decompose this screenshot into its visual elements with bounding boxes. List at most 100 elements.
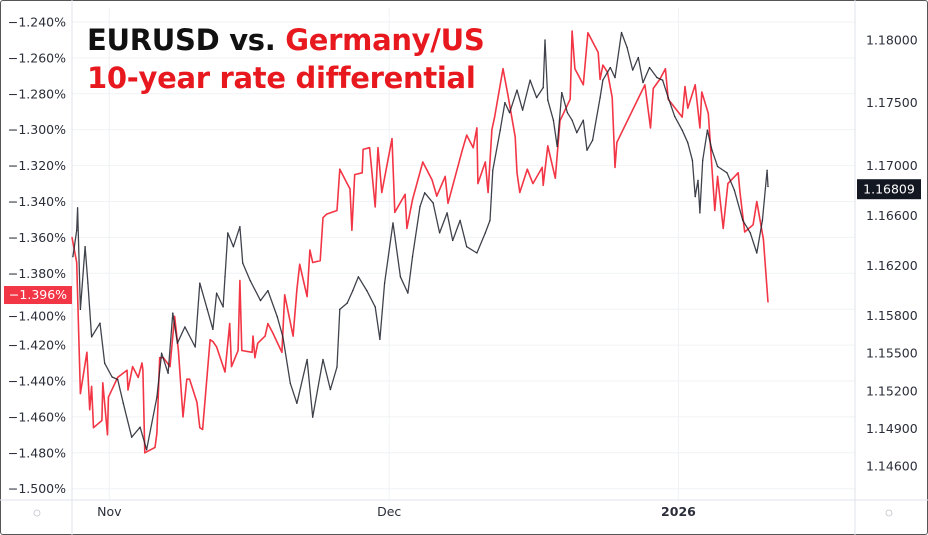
differential-point <box>587 32 589 34</box>
eurusd-point <box>717 165 719 168</box>
eurusd-point <box>267 289 269 292</box>
differential-point <box>351 229 353 231</box>
differential-point <box>89 409 91 411</box>
differential-point <box>127 389 129 391</box>
eurusd-point <box>419 206 421 208</box>
eurusd-point <box>609 66 611 69</box>
differential-point <box>491 129 493 131</box>
left-last-value-badge <box>4 286 72 305</box>
differential-point <box>461 150 463 152</box>
differential-point <box>86 351 88 353</box>
left-axis-tick-label: −1.240% <box>8 15 66 30</box>
differential-point <box>117 376 119 379</box>
differential-point <box>106 434 109 436</box>
eurusd-point <box>561 92 563 94</box>
eurusd-point <box>733 189 736 191</box>
differential-point <box>487 191 489 194</box>
differential-point <box>296 288 298 291</box>
chart-title-line1: EURUSD vs. Germany/US <box>87 22 485 58</box>
eurusd-point <box>542 86 544 89</box>
differential-point <box>727 182 729 185</box>
eurusd-point <box>582 119 584 121</box>
differential-point <box>717 175 719 177</box>
eurusd-point <box>742 219 744 222</box>
left-axis-tick-label: −1.320% <box>8 158 66 173</box>
differential-point <box>312 261 314 264</box>
eurusd-point <box>586 149 588 151</box>
eurusd-point <box>222 306 224 308</box>
eurusd-point <box>439 232 441 234</box>
eurusd-point <box>694 196 696 198</box>
right-axis-tick-label: 1.14600 <box>866 459 918 474</box>
differential-point <box>199 427 201 429</box>
eurusd-point <box>76 207 79 209</box>
differential-point <box>752 224 754 226</box>
differential-point <box>767 301 769 303</box>
differential-point <box>90 385 93 387</box>
left-axis-tick-label: −1.400% <box>8 309 66 324</box>
eurusd-point <box>111 376 113 378</box>
differential-point <box>591 39 593 41</box>
differential-point <box>349 188 351 190</box>
eurusd-point <box>697 179 699 181</box>
eurusd-point <box>452 239 454 242</box>
differential-point <box>212 340 214 343</box>
differential-point <box>542 184 544 186</box>
eurusd-point <box>366 289 368 292</box>
differential-point <box>616 141 618 143</box>
differential-point <box>241 349 243 352</box>
eurusd-point <box>687 142 689 144</box>
eurusd-point <box>620 31 623 34</box>
eurusd-point <box>322 358 324 361</box>
eurusd-point <box>566 112 569 114</box>
differential-point <box>447 202 449 204</box>
eurusd-point <box>648 66 651 69</box>
eurusd-point <box>117 378 119 381</box>
differential-point <box>267 322 269 325</box>
eurusd-point <box>212 328 214 331</box>
x-axis-tick-label: Dec <box>377 504 401 519</box>
eurusd-point <box>761 219 764 222</box>
eurusd-point <box>516 89 518 91</box>
differential-point <box>309 249 311 251</box>
differential-point <box>519 191 521 194</box>
eurusd-point <box>392 222 394 224</box>
eurusd-point <box>571 119 573 121</box>
differential-point <box>574 68 576 70</box>
eurusd-point <box>122 402 124 404</box>
differential-point <box>144 452 146 454</box>
chart-title-line2: 10-year rate differential <box>87 61 476 95</box>
differential-point <box>186 378 188 380</box>
differential-point <box>239 279 241 282</box>
eurusd-point <box>466 246 468 248</box>
eurusd-point <box>216 292 218 294</box>
eurusd-point <box>176 342 179 344</box>
differential-point <box>132 366 134 368</box>
right-axis-tick-label: 1.15800 <box>866 308 918 323</box>
differential-point <box>681 116 683 118</box>
differential-point <box>326 213 328 215</box>
differential-point <box>354 173 356 176</box>
differential-point <box>422 161 424 163</box>
eurusd-point <box>706 129 708 131</box>
eurusd-point <box>131 436 133 438</box>
eurusd-point <box>756 252 758 254</box>
differential-point <box>431 179 433 181</box>
eurusd-point <box>642 81 644 84</box>
differential-point <box>107 396 109 398</box>
differential-point <box>159 357 161 359</box>
differential-point <box>756 200 758 203</box>
eurusd-point <box>336 366 338 368</box>
title-germany-us: Germany/US <box>285 23 485 57</box>
differential-point <box>404 193 406 195</box>
left-axis-settings-icon <box>33 509 41 517</box>
eurusd-point <box>529 79 531 81</box>
eurusd-point <box>224 276 226 278</box>
eurusd-point <box>726 172 728 174</box>
eurusd-point <box>160 352 163 354</box>
differential-point <box>406 227 408 230</box>
differential-point <box>346 182 348 185</box>
right-axis-tick-label: 1.15500 <box>866 346 918 361</box>
differential-point <box>739 191 741 194</box>
